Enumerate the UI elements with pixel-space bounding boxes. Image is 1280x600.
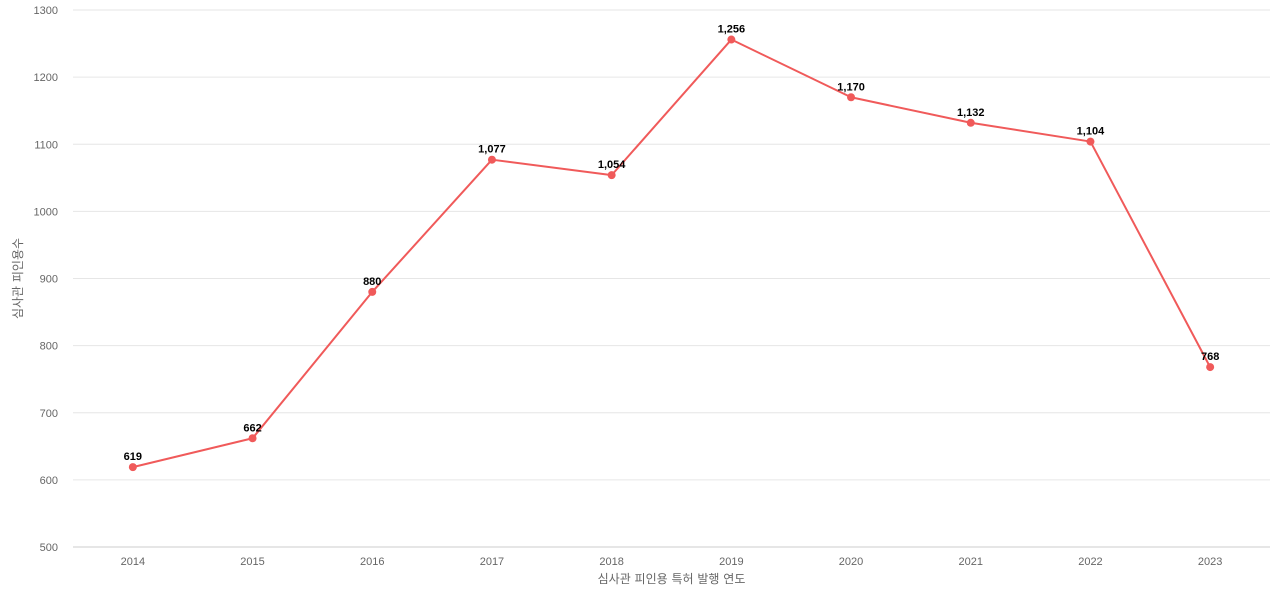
x-tick-label: 2017 xyxy=(480,556,504,568)
x-tick-label: 2020 xyxy=(839,556,863,568)
y-axis-title: 심사관 피인용수 xyxy=(11,238,25,319)
data-point[interactable] xyxy=(1206,363,1215,372)
y-tick-label: 900 xyxy=(40,274,58,286)
data-point[interactable] xyxy=(727,35,736,44)
x-tick-label: 2014 xyxy=(121,556,145,568)
y-tick-label: 1300 xyxy=(34,5,58,17)
y-tick-label: 1100 xyxy=(34,139,58,151)
data-point[interactable] xyxy=(248,434,257,443)
series-line-group xyxy=(128,35,1215,472)
x-tick-label: 2022 xyxy=(1078,556,1102,568)
data-label: 1,077 xyxy=(478,144,506,156)
data-point[interactable] xyxy=(1086,137,1095,146)
y-tick-label: 600 xyxy=(40,475,58,487)
data-label: 619 xyxy=(124,451,142,463)
y-tick-label: 1000 xyxy=(34,206,58,218)
x-tick-label: 2019 xyxy=(719,556,743,568)
data-point[interactable] xyxy=(128,463,137,472)
data-label: 662 xyxy=(243,422,261,434)
data-point[interactable] xyxy=(487,155,496,164)
data-labels: 619 662 880 1,077 1,054 1,256 1,170 1,132 1,104 7… xyxy=(124,24,1220,464)
data-point[interactable] xyxy=(966,118,975,127)
data-label: 1,054 xyxy=(598,159,626,171)
y-tick-label: 1200 xyxy=(34,72,58,84)
series-line xyxy=(132,38,1212,469)
y-tick-label: 700 xyxy=(40,408,58,420)
y-axis-ticks: 500 600 700 800 900 1000 1100 1200 1300 xyxy=(34,5,58,554)
data-point[interactable] xyxy=(607,171,616,180)
data-label: 880 xyxy=(363,276,381,288)
y-tick-label: 500 xyxy=(40,542,58,554)
x-tick-label: 2021 xyxy=(959,556,983,568)
x-tick-label: 2015 xyxy=(240,556,264,568)
x-tick-label: 2016 xyxy=(360,556,384,568)
y-tick-label: 800 xyxy=(40,341,58,353)
data-label: 1,170 xyxy=(837,81,865,93)
data-label: 1,132 xyxy=(957,107,985,119)
data-label: 1,104 xyxy=(1077,126,1105,138)
x-tick-label: 2018 xyxy=(599,556,623,568)
data-label: 768 xyxy=(1201,351,1219,363)
x-axis-ticks: 2014 2015 2016 2017 2018 2019 2020 2021 2022 2023 xyxy=(121,556,1223,568)
data-label: 1,256 xyxy=(718,24,746,36)
x-axis-title: 심사관 피인용 특허 발행 연도 xyxy=(598,571,746,586)
grid-lines xyxy=(73,9,1270,481)
data-point[interactable] xyxy=(368,287,377,296)
data-point[interactable] xyxy=(847,93,856,102)
x-tick-label: 2023 xyxy=(1198,556,1222,568)
